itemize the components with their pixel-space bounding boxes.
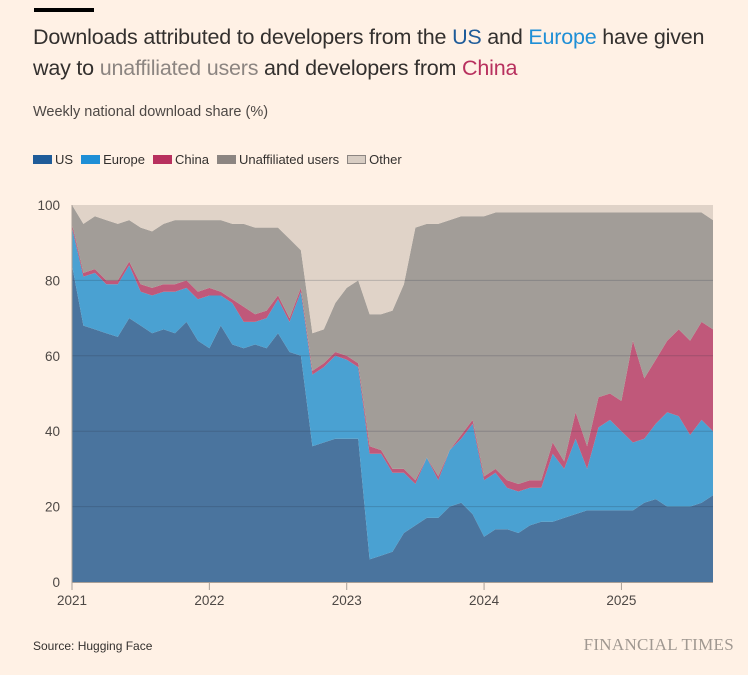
legend-swatch-europe — [81, 155, 101, 164]
y-tick-label: 60 — [45, 349, 60, 364]
legend-swatch-china — [152, 155, 172, 164]
source-note: Source: Hugging Face — [33, 639, 153, 653]
stacked-area-chart: 0 20 40 60 80 100 2021 2022 2023 2024 2025 — [37, 198, 713, 608]
y-tick-label: 0 — [52, 575, 60, 590]
title-us: US — [452, 25, 482, 49]
title-text: and developers from — [258, 56, 463, 80]
area-us — [72, 265, 713, 582]
legend-label-china: China — [174, 152, 209, 167]
legend-label-us: US — [55, 152, 74, 167]
x-tick-label: 2021 — [57, 593, 87, 608]
area-other — [72, 205, 713, 334]
legend-label-unaffiliated-users: Unaffiliated users — [238, 152, 340, 167]
title-china: China — [462, 56, 518, 80]
legend-swatch-other — [347, 155, 367, 164]
legend-item-china: China — [152, 152, 209, 167]
title-text: Downloads attributed to developers from … — [33, 25, 453, 49]
y-tick-label: 20 — [45, 500, 60, 515]
x-tick-label: 2025 — [606, 593, 636, 608]
title-text: have given way to — [33, 25, 705, 80]
legend-item-unaffiliated-users: Unaffiliated users — [216, 152, 340, 167]
title-unaffiliated: unaffiliated users — [99, 56, 259, 80]
chart-title: Downloads attributed to developers from … — [33, 22, 723, 84]
legend-label-europe: Europe — [103, 152, 145, 167]
x-tick-label: 2022 — [194, 593, 224, 608]
y-tick-label: 100 — [37, 198, 60, 213]
legend: US Europe China Unaffiliated users Other — [33, 152, 402, 167]
y-tick-label: 80 — [45, 273, 60, 288]
y-tick-label: 40 — [45, 424, 60, 439]
legend-swatch-us — [33, 155, 52, 164]
legend-swatch-unaffiliated-users — [216, 155, 236, 164]
title-text: and — [481, 25, 529, 49]
legend-item-europe: Europe — [81, 152, 145, 167]
legend-item-other: Other — [347, 152, 402, 167]
area-unaffiliated-users — [72, 205, 713, 484]
x-tick-label: 2024 — [469, 593, 500, 608]
financial-times-logo: FINANCIAL TIMES — [583, 635, 734, 654]
x-tick-label: 2023 — [332, 593, 362, 608]
ft-top-rule — [34, 8, 94, 12]
legend-label-other: Other — [369, 152, 402, 167]
area-europe — [72, 227, 713, 560]
title-europe: Europe — [528, 25, 597, 49]
chart-subtitle: Weekly national download share (%) — [33, 104, 269, 120]
legend-item-us: US — [33, 152, 73, 167]
